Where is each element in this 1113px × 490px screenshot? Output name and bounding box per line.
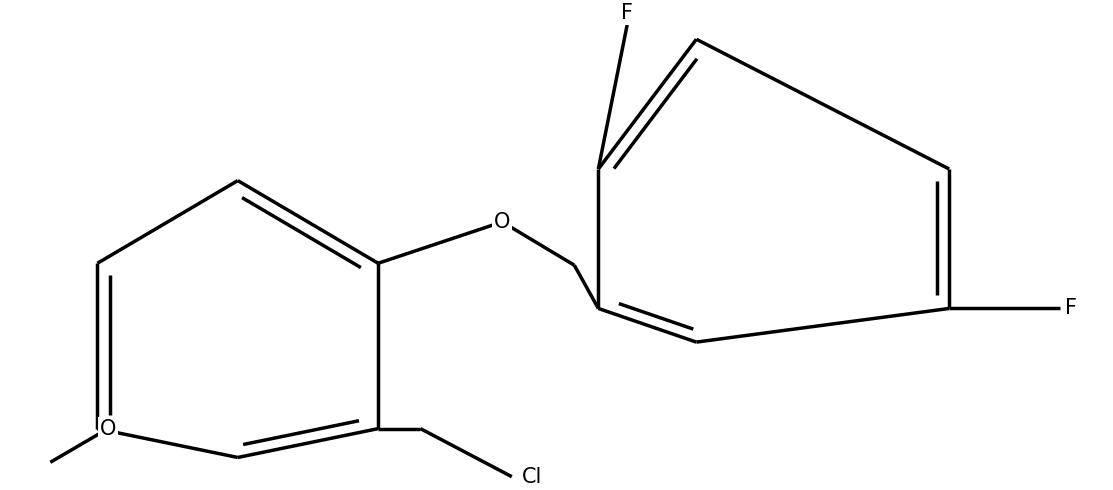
Text: F: F bbox=[1065, 298, 1076, 318]
Text: O: O bbox=[494, 212, 511, 232]
Text: O: O bbox=[100, 418, 116, 439]
Text: Cl: Cl bbox=[521, 466, 542, 487]
Text: F: F bbox=[621, 3, 633, 23]
